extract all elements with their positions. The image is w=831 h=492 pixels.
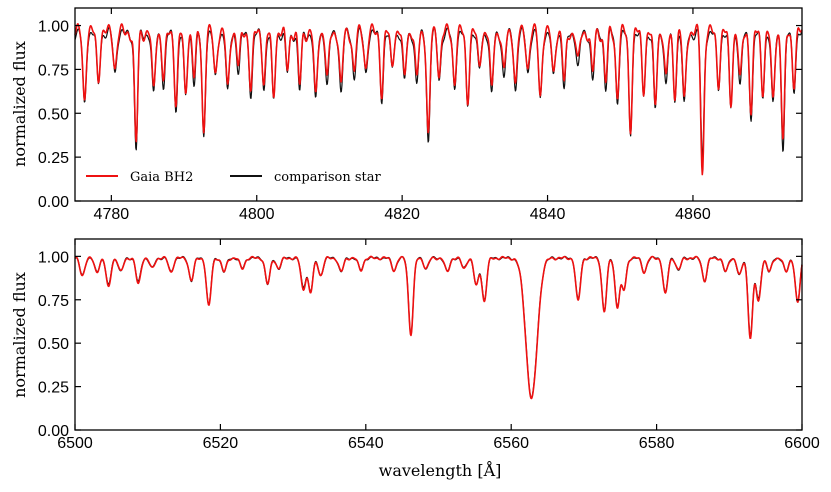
top-panel-series (74, 23, 803, 176)
x-tick-label: 6500 (57, 435, 93, 452)
bottom-panel-frame (74, 238, 803, 431)
series-line-gaia-bh2 (74, 255, 803, 400)
bottom-panel-ticks: 6500 6520 6540 6560 6580 6600 0.00 0.25 0.50 0.75… (38, 239, 820, 452)
top-panel-frame (74, 7, 803, 202)
top-panel-ticks: 4780 4800 4820 4840 4860 0.00 0.25 0.50 0.75 1.00 (38, 8, 802, 223)
y-tick-label: 1.00 (38, 19, 69, 36)
y-tick-label: 1.00 (38, 249, 69, 266)
x-tick-label: 6600 (784, 435, 820, 452)
x-tick-label: 4780 (94, 206, 130, 223)
y-tick-label: 0.75 (38, 293, 69, 310)
x-tick-label: 4820 (384, 206, 420, 223)
legend-label-comparison-star: comparison star (274, 170, 382, 185)
y-tick-label: 0.25 (38, 380, 69, 397)
bottom-panel-series (74, 255, 803, 400)
bottom-panel-ylabel: normalized flux (10, 272, 29, 398)
top-panel: 4780 4800 4820 4840 4860 0.00 0.25 0.50 0.75 1.00… (10, 7, 803, 223)
y-tick-label: 0.50 (38, 336, 69, 353)
series-line-gaia-bh2 (74, 23, 803, 176)
bottom-panel-xlabel: wavelength [Å] (379, 460, 502, 480)
x-tick-label: 4860 (675, 206, 711, 223)
y-tick-label: 0.00 (38, 194, 69, 211)
bottom-panel: 6500 6520 6540 6560 6580 6600 0.00 0.25 0.50 0.75… (10, 238, 820, 480)
series-line-comparison-star (74, 255, 803, 399)
x-tick-label: 6580 (639, 435, 675, 452)
legend-label-gaia-bh2: Gaia BH2 (130, 170, 193, 185)
legend: Gaia BH2 comparison star (86, 170, 382, 185)
x-tick-label: 6560 (493, 435, 529, 452)
y-tick-label: 0.75 (38, 62, 69, 79)
series-line-comparison-star (74, 26, 803, 159)
x-tick-label: 4840 (530, 206, 566, 223)
x-tick-label: 6520 (203, 435, 239, 452)
y-tick-label: 0.50 (38, 106, 69, 123)
y-tick-label: 0.25 (38, 150, 69, 167)
y-tick-label: 0.00 (38, 423, 69, 440)
x-tick-label: 6540 (348, 435, 384, 452)
x-tick-label: 4800 (239, 206, 275, 223)
top-panel-ylabel: normalized flux (10, 41, 29, 167)
